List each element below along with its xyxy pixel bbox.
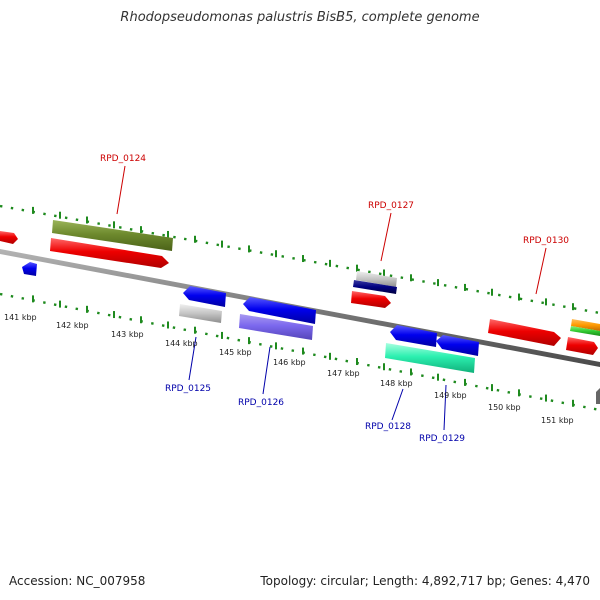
gene-feature-orange[interactable] xyxy=(571,319,600,331)
backbone-end-cap xyxy=(596,388,600,404)
gene-rpd0126-arrow[interactable] xyxy=(243,297,316,324)
gene-arrow[interactable] xyxy=(566,337,598,355)
top-strand-ruler xyxy=(0,204,600,315)
top-strand-genes xyxy=(0,220,600,355)
scale-label-149: 149 kbp xyxy=(434,391,467,400)
gene-rpd0125-arrow[interactable] xyxy=(183,286,226,307)
gene-rpd0126-feature[interactable] xyxy=(239,314,313,340)
scale-label-141: 141 kbp xyxy=(4,313,37,322)
scale-label-144: 144 kbp xyxy=(165,339,198,348)
gene-label-rpd0128[interactable]: RPD_0128 xyxy=(365,422,411,432)
genome-summary-text: Topology: circular; Length: 4,892,717 bp… xyxy=(260,574,590,588)
gene-label-rpd0125[interactable]: RPD_0125 xyxy=(165,384,211,394)
gene-label-rpd0124[interactable]: RPD_0124 xyxy=(100,154,146,164)
scale-labels: 141 kbp 142 kbp 143 kbp 144 kbp 145 kbp … xyxy=(4,313,574,425)
gene-arrow[interactable] xyxy=(22,262,37,276)
scale-label-147: 147 kbp xyxy=(327,369,360,378)
scale-label-142: 142 kbp xyxy=(56,321,89,330)
gene-rpd0127-feature[interactable] xyxy=(356,271,397,287)
gene-label-rpd0129[interactable]: RPD_0129 xyxy=(419,434,465,444)
scale-label-148: 148 kbp xyxy=(380,379,413,388)
gene-arrow[interactable] xyxy=(0,231,18,244)
gene-rpd0128-arrow[interactable] xyxy=(390,325,437,347)
gene-rpd0125-feature[interactable] xyxy=(179,304,222,323)
gene-rpd0128-feature[interactable] xyxy=(385,343,475,373)
gene-rpd0127-arrow[interactable] xyxy=(351,291,391,308)
scale-label-145: 145 kbp xyxy=(219,348,252,357)
genome-title: Rhodopseudomonas palustris BisB5, comple… xyxy=(120,10,480,25)
scale-label-151: 151 kbp xyxy=(541,416,574,425)
gene-rpd0124-arrow[interactable] xyxy=(50,238,169,268)
scale-label-143: 143 kbp xyxy=(111,330,144,339)
bottom-major-ticks xyxy=(32,295,574,407)
gene-label-rpd0126[interactable]: RPD_0126 xyxy=(238,398,284,408)
gene-label-rpd0127[interactable]: RPD_0127 xyxy=(368,201,414,211)
gene-feature-green[interactable] xyxy=(570,326,600,336)
scale-label-146: 146 kbp xyxy=(273,358,306,367)
gene-rpd0130-arrow[interactable] xyxy=(488,319,561,346)
gene-rpd0127-sub-feature[interactable] xyxy=(353,280,397,294)
gene-labels: RPD_0124 RPD_0127 RPD_0130 RPD_0125 RPD_… xyxy=(100,154,569,444)
gene-label-rpd0130[interactable]: RPD_0130 xyxy=(523,236,569,246)
gene-rpd0124-feature[interactable] xyxy=(52,220,173,251)
accession-text: Accession: NC_007958 xyxy=(9,574,146,588)
top-leader-lines xyxy=(116,165,547,295)
top-major-ticks xyxy=(32,206,574,311)
scale-label-150: 150 kbp xyxy=(488,403,521,412)
gene-rpd0129-arrow[interactable] xyxy=(436,335,479,356)
bottom-leader-lines xyxy=(188,336,447,431)
bottom-strand-genes xyxy=(22,262,479,373)
